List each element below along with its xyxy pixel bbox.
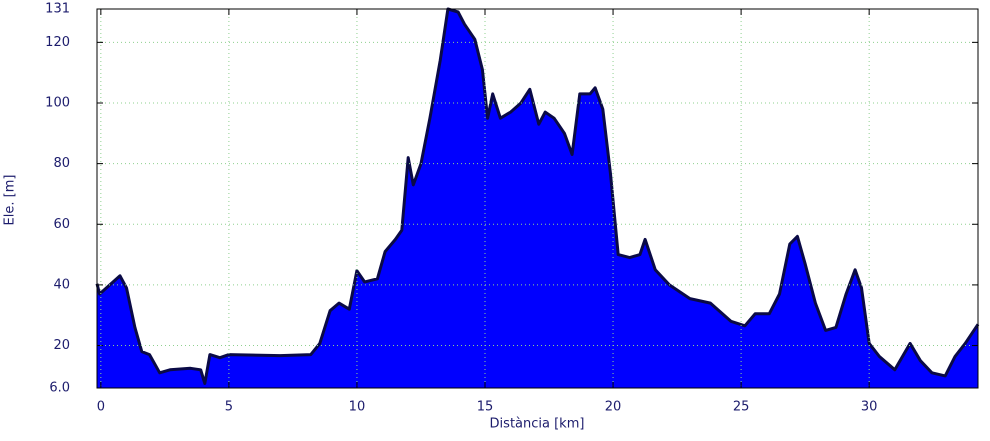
x-tick-label: 15 [477,400,494,415]
y-tick-label: 20 [53,338,70,353]
x-tick-label: 5 [225,400,233,415]
x-axis-title: Distància [km] [490,417,585,432]
plot-border [96,8,979,389]
x-tick-label: 0 [97,400,105,415]
x-tick-label: 20 [605,400,622,415]
y-tick-label: 120 [45,35,70,50]
y-tick-label: 60 [53,217,70,232]
x-tick-label: 30 [861,400,878,415]
y-tick-label: 6.0 [49,381,70,396]
y-tick-label: 40 [53,277,70,292]
y-tick-label: 80 [53,156,70,171]
y-tick-label: 100 [45,95,70,110]
x-tick-label: 25 [733,400,750,415]
y-tick-label: 131 [45,2,70,17]
y-axis-title: Ele. [m] [3,175,18,226]
x-tick-label: 10 [349,400,366,415]
area-fill [97,9,978,388]
area [95,7,980,385]
